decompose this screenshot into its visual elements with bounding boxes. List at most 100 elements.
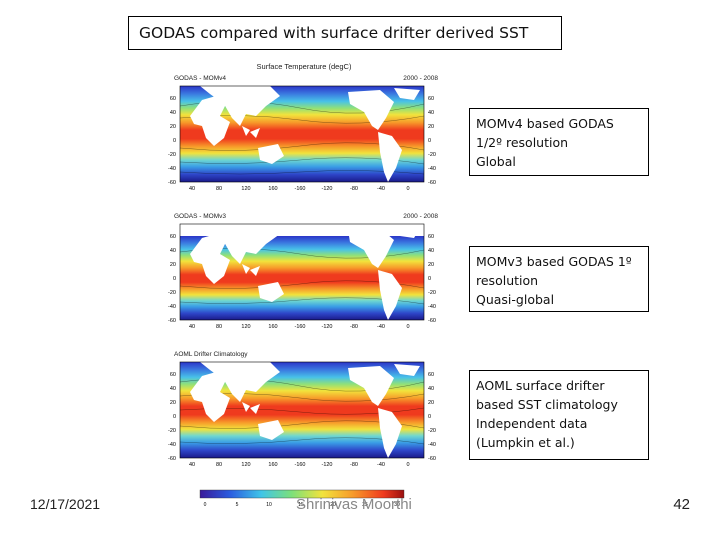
- lat-tick: -20: [168, 152, 176, 158]
- lat-tick: -60: [168, 180, 176, 186]
- lon-tick: 80: [216, 462, 222, 468]
- lon-tick: 40: [189, 462, 195, 468]
- colorbar-tick: 25: [362, 502, 368, 508]
- sst-panel-aoml-drifter: AOML Drifter Climatology 60 40 20 0 -20 …: [168, 351, 436, 468]
- lon-tick: -120: [321, 324, 332, 330]
- sst-panel-momv3: GODAS - MOMv3 2000 - 2008 60 40 20 0 -20…: [168, 213, 438, 330]
- lon-tick: 0: [406, 324, 409, 330]
- caption-aoml: AOML surface drifter based SST climatolo…: [469, 370, 649, 460]
- lon-tick: -160: [294, 186, 305, 192]
- sst-panel-momv4: GODAS - MOMv4 2000 - 2008 60 40 20 0 -20…: [168, 75, 438, 192]
- lat-tick: -20: [168, 428, 176, 434]
- colorbar-tick: 15: [298, 502, 304, 508]
- lat-tick: -60: [428, 180, 436, 186]
- lon-tick: -80: [350, 324, 358, 330]
- caption-momv4: MOMv4 based GODAS 1/2º resolution Global: [469, 108, 649, 176]
- lat-tick: 60: [428, 372, 434, 378]
- lat-tick: 20: [428, 124, 434, 130]
- lat-tick: -40: [428, 166, 436, 172]
- lat-axis-right: 60 40 20 0 -20 -40 -60: [428, 96, 436, 186]
- lat-tick: 0: [428, 414, 431, 420]
- sst-figure: Surface Temperature (degC) GODAS - MOMv4…: [168, 62, 438, 508]
- colorbar-tick: 5: [236, 502, 239, 508]
- lon-tick: -120: [321, 462, 332, 468]
- lon-tick: 40: [189, 186, 195, 192]
- lat-tick: -40: [168, 166, 176, 172]
- panel-label: GODAS - MOMv3: [174, 213, 226, 220]
- lon-tick: -40: [377, 462, 385, 468]
- panel-period: 2000 - 2008: [403, 75, 438, 82]
- lat-tick: -20: [168, 290, 176, 296]
- slide-title: GODAS compared with surface drifter deri…: [128, 16, 562, 50]
- lat-tick: 40: [428, 386, 434, 392]
- lat-tick: -20: [428, 290, 436, 296]
- lat-tick: 20: [170, 262, 176, 268]
- caption-momv3: MOMv3 based GODAS 1º resolution Quasi-gl…: [469, 246, 649, 312]
- lat-axis-right: 60 40 20 0 -20 -40 -60: [428, 372, 436, 462]
- lon-axis: 40 80 120 160 -160 -120 -80 -40 0: [189, 324, 410, 330]
- lon-axis: 40 80 120 160 -160 -120 -80 -40 0: [189, 186, 410, 192]
- lon-tick: -80: [350, 186, 358, 192]
- colorbar-tick: 20: [330, 502, 336, 508]
- colorbar-tick: 30: [394, 502, 400, 508]
- lon-tick: 160: [268, 462, 277, 468]
- lat-tick: 0: [428, 276, 431, 282]
- lon-tick: 120: [241, 324, 250, 330]
- lon-axis: 40 80 120 160 -160 -120 -80 -40 0: [189, 462, 410, 468]
- lat-tick: 40: [428, 110, 434, 116]
- lat-tick: 60: [428, 96, 434, 102]
- lat-tick: 20: [170, 400, 176, 406]
- lat-axis-left: 60 40 20 0 -20 -40 -60: [168, 372, 176, 462]
- page-number: 42: [673, 496, 690, 513]
- lat-tick: 60: [170, 96, 176, 102]
- lon-tick: 120: [241, 462, 250, 468]
- lon-tick: -40: [377, 324, 385, 330]
- lon-tick: -40: [377, 186, 385, 192]
- lat-tick: 0: [173, 414, 176, 420]
- lat-tick: -40: [428, 442, 436, 448]
- lat-tick: 40: [170, 248, 176, 254]
- colorbar-tick: 10: [266, 502, 272, 508]
- lat-axis-left: 60 40 20 0 -20 -40 -60: [168, 96, 176, 186]
- lat-tick: 20: [428, 262, 434, 268]
- panel-period: 2000 - 2008: [403, 213, 438, 220]
- lat-tick: -20: [428, 428, 436, 434]
- lon-tick: 0: [406, 186, 409, 192]
- lat-tick: -60: [428, 456, 436, 462]
- panel-label: GODAS - MOMv4: [174, 75, 226, 82]
- lon-tick: 40: [189, 324, 195, 330]
- lat-tick: 60: [170, 372, 176, 378]
- lat-tick: -60: [428, 318, 436, 324]
- lon-tick: 80: [216, 186, 222, 192]
- footer-author: Shrinivas Moorthi: [296, 496, 412, 513]
- lat-tick: 0: [173, 276, 176, 282]
- lat-tick: 60: [428, 234, 434, 240]
- lat-axis-right: 60 40 20 0 -20 -40 -60: [428, 234, 436, 324]
- lon-tick: -160: [294, 462, 305, 468]
- lat-tick: 60: [170, 234, 176, 240]
- figure-main-title: Surface Temperature (degC): [257, 62, 352, 71]
- lat-tick: -40: [428, 304, 436, 310]
- lat-tick: -20: [428, 152, 436, 158]
- lon-tick: 160: [268, 186, 277, 192]
- lat-tick: -40: [168, 304, 176, 310]
- lat-tick: -40: [168, 442, 176, 448]
- lon-tick: 120: [241, 186, 250, 192]
- lat-tick: -60: [168, 318, 176, 324]
- lon-tick: -120: [321, 186, 332, 192]
- lat-tick: 40: [170, 110, 176, 116]
- lat-tick: 20: [170, 124, 176, 130]
- lat-tick: 40: [170, 386, 176, 392]
- lon-tick: 160: [268, 324, 277, 330]
- lon-tick: -80: [350, 462, 358, 468]
- lon-tick: 80: [216, 324, 222, 330]
- footer-date: 12/17/2021: [30, 496, 101, 512]
- lat-tick: 0: [173, 138, 176, 144]
- lat-axis-left: 60 40 20 0 -20 -40 -60: [168, 234, 176, 324]
- colorbar: 0 5 10 15 20 25 30: [199, 489, 405, 508]
- lat-tick: 40: [428, 248, 434, 254]
- panel-label: AOML Drifter Climatology: [174, 351, 248, 358]
- lon-tick: -160: [294, 324, 305, 330]
- lat-tick: -60: [168, 456, 176, 462]
- colorbar-tick: 0: [204, 502, 207, 508]
